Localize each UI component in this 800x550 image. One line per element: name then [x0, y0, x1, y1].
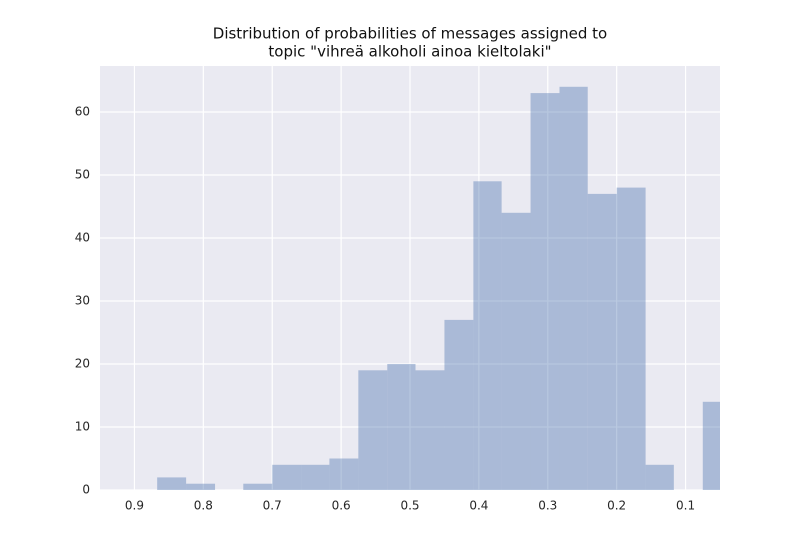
bar — [559, 86, 588, 490]
bar — [329, 458, 359, 490]
y-tick-label: 20 — [75, 356, 90, 370]
y-tick-label: 50 — [75, 167, 90, 181]
bar — [473, 181, 502, 490]
bar — [702, 401, 720, 490]
x-tick-label: 0.3 — [538, 499, 557, 513]
x-tick-label: 0.7 — [263, 499, 282, 513]
bar — [186, 483, 216, 490]
bar — [530, 93, 560, 490]
bar — [387, 363, 416, 490]
bar — [444, 319, 474, 490]
bar — [301, 464, 330, 490]
y-tick-label: 40 — [75, 230, 90, 244]
bar — [415, 370, 445, 490]
y-tick-label: 30 — [75, 293, 90, 307]
chart-title: topic "vihreä alkoholi ainoa kieltolaki" — [268, 43, 551, 61]
bar — [272, 464, 302, 490]
x-tick-label: 0.5 — [400, 499, 419, 513]
chart-title: Distribution of probabilities of message… — [213, 25, 607, 43]
x-tick-label: 0.8 — [194, 499, 213, 513]
bar — [243, 483, 273, 490]
x-tick-label: 0.9 — [125, 499, 144, 513]
y-tick-label: 0 — [82, 483, 90, 497]
y-tick-label: 60 — [75, 104, 90, 118]
x-tick-label: 0.6 — [332, 499, 351, 513]
bar — [358, 370, 388, 490]
bar — [587, 193, 617, 490]
bar — [645, 464, 674, 490]
x-tick-label: 0.1 — [676, 499, 695, 513]
bar — [157, 477, 187, 490]
x-tick-label: 0.4 — [469, 499, 488, 513]
bar — [616, 187, 646, 490]
x-tick-label: 0.2 — [607, 499, 626, 513]
bar — [501, 212, 531, 490]
y-tick-label: 10 — [75, 419, 90, 433]
